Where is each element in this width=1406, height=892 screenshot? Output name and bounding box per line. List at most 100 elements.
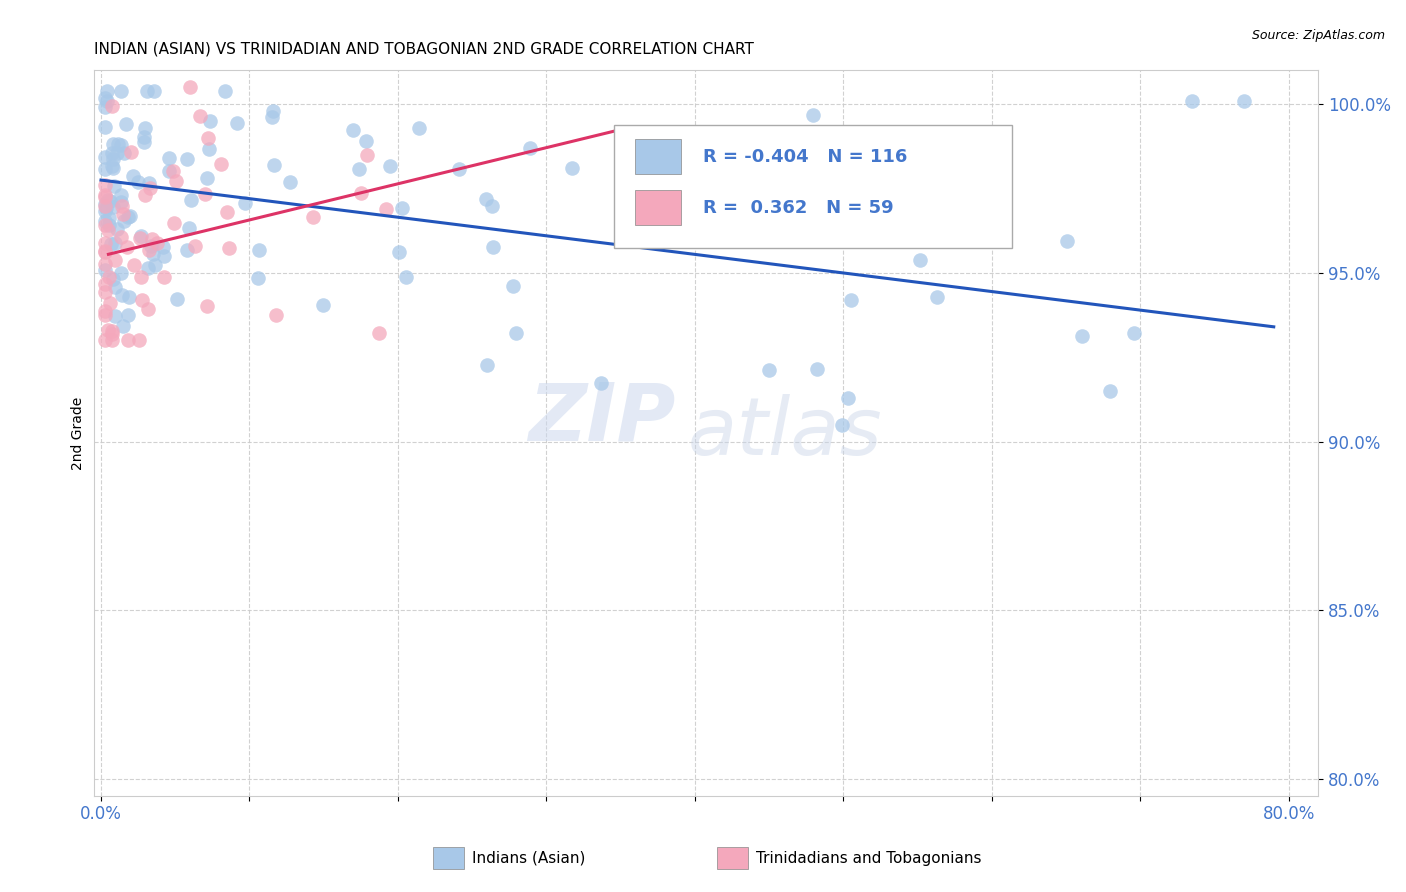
Point xyxy=(388,244,411,259)
Text: Source: ZipAtlas.com: Source: ZipAtlas.com xyxy=(1251,29,1385,42)
Point xyxy=(209,157,232,171)
Point xyxy=(264,308,287,322)
Point xyxy=(233,196,256,211)
Point xyxy=(110,84,132,98)
Point xyxy=(111,288,134,302)
Point xyxy=(165,174,187,188)
Point xyxy=(262,103,284,118)
Point xyxy=(142,247,165,261)
Point xyxy=(312,298,335,312)
Point xyxy=(127,175,149,189)
Point xyxy=(112,319,135,334)
Point xyxy=(94,245,117,260)
Point xyxy=(188,109,211,123)
Point xyxy=(94,304,117,318)
Point xyxy=(1181,94,1204,108)
Point xyxy=(129,229,152,244)
Point xyxy=(1056,234,1078,248)
Point xyxy=(110,188,132,202)
Point xyxy=(302,210,325,224)
Point xyxy=(112,213,135,227)
Point xyxy=(395,269,418,284)
Point xyxy=(94,197,117,211)
Point xyxy=(94,203,117,218)
Point xyxy=(837,391,859,405)
Point xyxy=(758,363,780,377)
Point xyxy=(128,334,150,348)
Point xyxy=(101,152,124,166)
Point xyxy=(505,326,527,340)
Point xyxy=(94,285,117,299)
Point xyxy=(94,188,117,202)
Text: Trinidadians and Tobagonians: Trinidadians and Tobagonians xyxy=(756,851,981,865)
Point xyxy=(225,116,247,130)
Point xyxy=(146,236,169,251)
Text: ZIP: ZIP xyxy=(529,380,675,458)
Text: INDIAN (ASIAN) VS TRINIDADIAN AND TOBAGONIAN 2ND GRADE CORRELATION CHART: INDIAN (ASIAN) VS TRINIDADIAN AND TOBAGO… xyxy=(94,42,754,57)
Point xyxy=(481,198,503,212)
Point xyxy=(117,334,139,348)
Point xyxy=(260,111,283,125)
Point xyxy=(138,176,160,190)
Point xyxy=(101,98,124,112)
Point xyxy=(118,209,141,223)
Point xyxy=(180,193,202,207)
Point xyxy=(94,150,117,164)
Point xyxy=(197,130,219,145)
FancyBboxPatch shape xyxy=(636,139,682,174)
Point xyxy=(166,292,188,306)
Point xyxy=(94,244,117,258)
Point xyxy=(779,211,801,226)
Point xyxy=(105,145,128,160)
Point xyxy=(100,236,122,251)
Point xyxy=(94,178,117,193)
Point xyxy=(129,231,152,245)
Point xyxy=(98,211,121,225)
Point xyxy=(408,121,430,136)
Text: atlas: atlas xyxy=(688,394,883,472)
Text: Indians (Asian): Indians (Asian) xyxy=(472,851,586,865)
Point xyxy=(110,194,132,209)
Point xyxy=(121,169,143,183)
Point xyxy=(94,257,117,271)
Point xyxy=(163,216,186,230)
Text: R = -0.404   N = 116: R = -0.404 N = 116 xyxy=(703,148,908,166)
Point xyxy=(278,175,301,189)
Point xyxy=(157,164,180,178)
Point xyxy=(98,194,121,208)
Point xyxy=(94,277,117,291)
Point xyxy=(367,326,389,341)
Point xyxy=(1233,94,1256,108)
Point xyxy=(117,210,139,224)
Point xyxy=(391,201,413,215)
Point xyxy=(806,361,828,376)
Point xyxy=(117,290,139,304)
Point xyxy=(117,308,139,322)
Point xyxy=(197,142,219,156)
Point xyxy=(104,235,127,250)
Point xyxy=(177,220,200,235)
Point xyxy=(129,269,152,284)
Point xyxy=(138,243,160,257)
Point xyxy=(194,187,217,202)
Point xyxy=(1099,384,1122,398)
Point xyxy=(519,141,541,155)
Point xyxy=(94,263,117,277)
Point xyxy=(200,114,222,128)
Point xyxy=(107,136,129,151)
Point xyxy=(110,230,132,244)
Point xyxy=(246,270,269,285)
Point xyxy=(153,270,176,285)
Point xyxy=(179,80,201,95)
Point xyxy=(839,293,862,308)
Point xyxy=(94,201,117,215)
Point xyxy=(176,243,198,257)
Point xyxy=(97,223,120,237)
Point xyxy=(103,136,125,151)
Point xyxy=(342,123,364,137)
Point xyxy=(908,252,931,267)
Point xyxy=(110,137,132,152)
Point xyxy=(349,162,371,177)
Point xyxy=(94,235,117,250)
Point xyxy=(104,280,127,294)
